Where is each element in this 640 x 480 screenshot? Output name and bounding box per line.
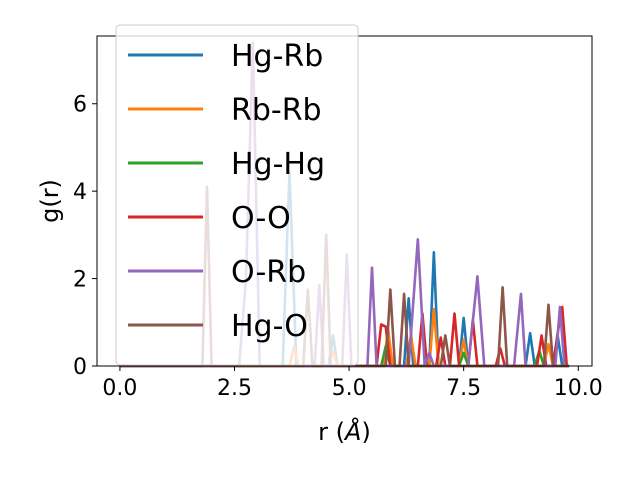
x-tick-label: 5.0 — [332, 376, 367, 401]
legend-label: Rb-Rb — [231, 93, 322, 128]
legend-item: O-Rb — [128, 255, 306, 290]
legend-label: O-O — [231, 201, 291, 236]
legend-item: Hg-Rb — [128, 39, 323, 74]
legend-label: Hg-Hg — [231, 147, 325, 182]
legend-label: O-Rb — [231, 255, 306, 290]
legend-label: Hg-O — [231, 309, 308, 344]
y-tick-label: 0 — [73, 355, 87, 380]
legend: Hg-Rb Rb-Rb Hg-Hg O-O O-Rb Hg-O — [115, 24, 359, 366]
legend-item: Hg-O — [128, 309, 308, 344]
x-tick-label: 10.0 — [554, 376, 603, 401]
x-tick-label: 7.5 — [446, 376, 481, 401]
x-axis-label: r (Å) — [318, 417, 371, 446]
y-tick-label: 2 — [73, 268, 87, 293]
y-tick-label: 4 — [73, 180, 87, 205]
y-axis-ticks: 0 2 4 6 — [73, 93, 97, 380]
y-axis-label: g(r) — [36, 179, 64, 223]
legend-item: O-O — [128, 201, 291, 236]
x-axis-ticks: 0.0 2.5 5.0 7.5 10.0 — [102, 366, 603, 401]
legend-item: Hg-Hg — [128, 147, 325, 182]
x-tick-label: 2.5 — [217, 376, 252, 401]
series-line-hg-hg — [119, 345, 570, 368]
x-tick-label: 0.0 — [102, 376, 137, 401]
y-tick-label: 6 — [73, 93, 87, 118]
legend-item: Rb-Rb — [128, 93, 322, 128]
legend-label: Hg-Rb — [231, 39, 323, 74]
